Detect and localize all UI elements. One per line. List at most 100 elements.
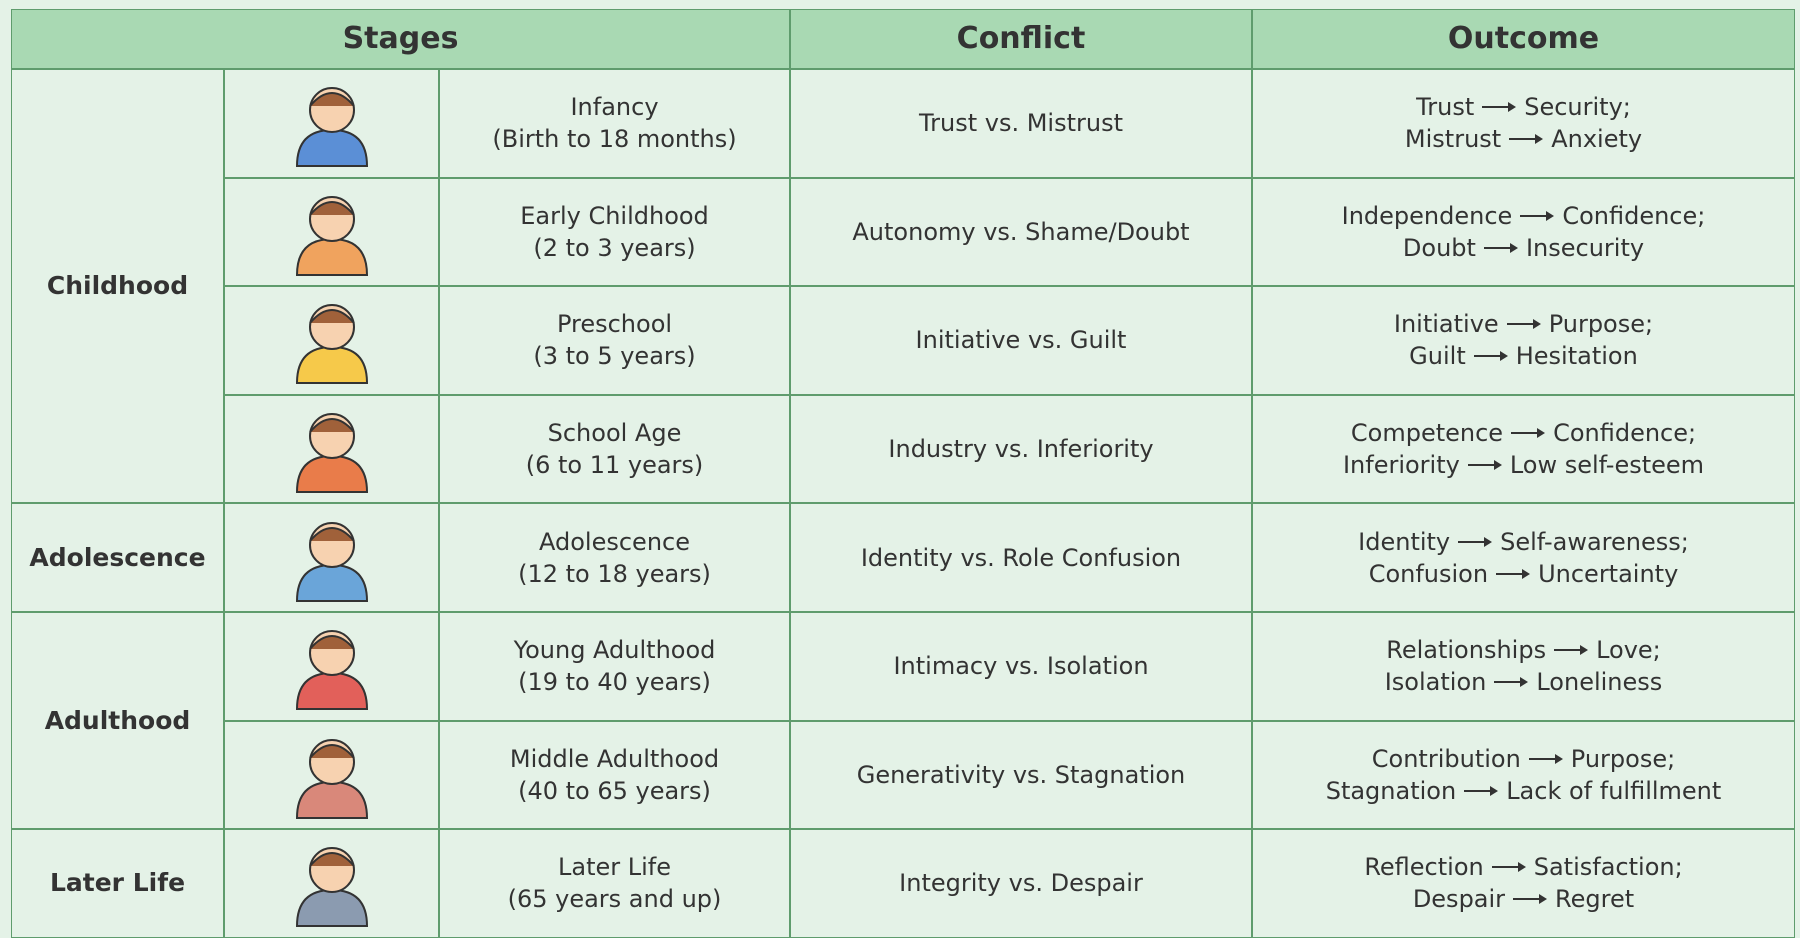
arrow (1467, 460, 1502, 471)
stage-name: Infancy (570, 93, 659, 122)
outcome-to: Anxiety (1551, 125, 1643, 154)
outcome-from: Trust (1416, 93, 1475, 122)
outcome-from: Confusion (1368, 559, 1489, 588)
outcome-from: Competence (1350, 419, 1504, 448)
conflict-cell: Intimacy vs. Isolation (790, 612, 1252, 721)
stage-age: (65 years and up) (507, 885, 722, 914)
outcome-line: Trust Security; (1416, 91, 1631, 123)
group-cell: Adulthood (11, 612, 224, 830)
outcome-to: Confidence; (1562, 201, 1706, 230)
outcome-line: Contribution Purpose; (1372, 743, 1675, 775)
stage-name: Preschool (556, 310, 673, 339)
outcome-cell: Initiative Purpose; Guilt Hesitation (1252, 286, 1795, 395)
icon (295, 195, 368, 276)
icon-hair (308, 743, 355, 759)
outcome-from: Reflection (1364, 853, 1484, 882)
outcome-from: Inferiority (1342, 451, 1460, 480)
icon-hair (308, 526, 355, 542)
icon-cell (224, 286, 439, 395)
arrow (1511, 428, 1546, 439)
arrow-head (1484, 536, 1493, 547)
stage-cell: Adolescence (12 to 18 years) (439, 503, 790, 612)
arrow (1494, 677, 1529, 688)
arrow (1513, 894, 1548, 905)
stage-cell: Preschool (3 to 5 years) (439, 286, 790, 395)
arrow-head (1509, 242, 1518, 253)
arrow-head (1520, 677, 1529, 688)
icon-hair (308, 92, 355, 107)
stage-age: (40 to 65 years) (518, 776, 711, 805)
group-label: Adulthood (44, 705, 191, 735)
icon-cell (224, 394, 439, 504)
outcome-to: Loneliness (1536, 668, 1663, 697)
icon-body (295, 672, 368, 711)
outcome-cell: Contribution Purpose; Stagnation Lack of fu… (1252, 720, 1795, 830)
icon-cell (224, 177, 439, 287)
conflict-cell: Integrity vs. Despair (790, 829, 1252, 938)
outcome-cell: Trust Security; Mistrust Anxiety (1252, 69, 1795, 178)
arrow-head (1580, 645, 1589, 656)
icon-cell (224, 69, 439, 178)
arrow (1528, 753, 1563, 764)
icon-body (295, 129, 368, 168)
outcome-line: Competence Confidence; (1351, 417, 1696, 449)
arrow-head (1554, 753, 1563, 764)
icon-body (295, 346, 368, 385)
outcome-to: Insecurity (1525, 233, 1645, 262)
outcome-line: Guilt Hesitation (1409, 340, 1638, 372)
conflict-text: Integrity vs. Despair (899, 869, 1143, 898)
group-label: Childhood (46, 271, 189, 301)
conflict-cell: Autonomy vs. Shame/Doubt (790, 177, 1252, 287)
outcome-cell: Identity Self-awareness; Confusion Uncertai… (1252, 503, 1795, 612)
outcome-from: Independence (1341, 201, 1513, 230)
outcome-from: Contribution (1371, 744, 1521, 773)
outcome-to: Satisfaction; (1533, 853, 1683, 882)
arrow-head (1537, 428, 1546, 439)
conflict-text: Initiative vs. Guilt (915, 326, 1127, 355)
outcome-line: Relationships Love; (1386, 634, 1661, 666)
arrow (1473, 351, 1508, 362)
outcome-from: Guilt (1409, 342, 1466, 371)
arrow (1482, 102, 1517, 113)
outcome-cell: Independence Confidence; Doubt Insecurity (1252, 177, 1795, 287)
outcome-cell: Reflection Satisfaction; Despair Regret (1252, 829, 1795, 938)
stage-cell: School Age (6 to 11 years) (439, 394, 790, 504)
header-cell: Conflict (790, 9, 1252, 69)
icon-body (295, 237, 368, 276)
outcome-from: Initiative (1393, 310, 1499, 339)
conflict-text: Generativity vs. Stagnation (856, 760, 1186, 789)
stage-cell: Middle Adulthood (40 to 65 years) (439, 720, 790, 830)
header-cell: Outcome (1252, 9, 1795, 69)
stage-name: Adolescence (539, 527, 690, 556)
arrow-head (1517, 862, 1526, 873)
icon-hair (308, 418, 355, 433)
stage-age: (Birth to 18 months) (492, 125, 737, 154)
arrow (1496, 568, 1531, 579)
outcome-to: Purpose; (1570, 744, 1676, 773)
outcome-to: Regret (1555, 885, 1635, 914)
conflict-cell: Industry vs. Inferiority (790, 394, 1252, 504)
arrow-head (1508, 102, 1517, 113)
outcome-line: Identity Self-awareness; (1358, 526, 1689, 558)
stage-cell: Early Childhood (2 to 3 years) (439, 177, 790, 287)
icon-cell (224, 829, 439, 938)
outcome-to: Low self-esteem (1509, 451, 1705, 480)
icon-hair (308, 635, 355, 650)
outcome-to: Love; (1596, 636, 1661, 665)
outcome-to: Uncertainty (1538, 559, 1679, 588)
outcome-from: Stagnation (1325, 776, 1457, 805)
stage-age: (2 to 3 years) (533, 233, 696, 262)
outcome-from: Isolation (1384, 668, 1487, 697)
outcome-to: Purpose; (1548, 310, 1654, 339)
outcome-line: Confusion Uncertainty (1369, 558, 1679, 590)
header-text: Outcome (1447, 21, 1600, 56)
conflict-cell: Identity vs. Role Confusion (790, 503, 1252, 612)
outcome-from: Doubt (1402, 233, 1476, 262)
outcome-line: Doubt Insecurity (1403, 232, 1644, 264)
conflict-cell: Initiative vs. Guilt (790, 286, 1252, 395)
arrow (1458, 536, 1493, 547)
outcome-line: Despair Regret (1413, 883, 1634, 915)
icon-cell (224, 720, 439, 830)
stage-age: (3 to 5 years) (533, 342, 696, 371)
outcome-line: Initiative Purpose; (1394, 308, 1653, 340)
